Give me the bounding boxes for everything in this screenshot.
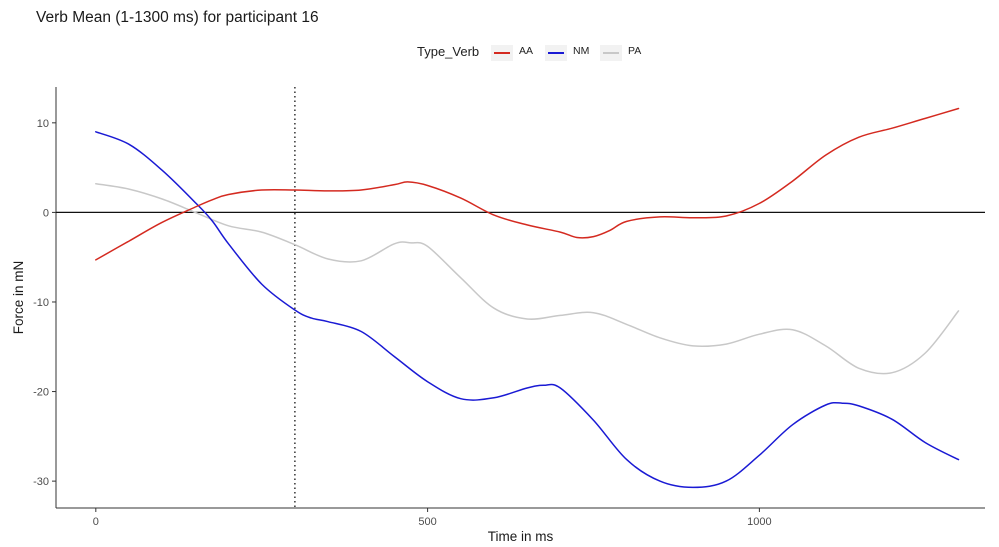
- y-axis-title: Force in mN: [11, 261, 26, 335]
- series-line-nm: [96, 132, 959, 488]
- y-tick-label: 10: [37, 118, 49, 130]
- series-line-aa: [96, 109, 959, 260]
- x-tick-label: 500: [418, 516, 436, 528]
- x-tick-label: 0: [93, 516, 99, 528]
- y-tick-label: 0: [43, 207, 49, 219]
- y-tick-label: -10: [33, 297, 49, 309]
- y-tick-label: -30: [33, 476, 49, 488]
- x-tick-label: 1000: [747, 516, 771, 528]
- y-tick-label: -20: [33, 387, 49, 399]
- x-axis-title: Time in ms: [488, 529, 554, 544]
